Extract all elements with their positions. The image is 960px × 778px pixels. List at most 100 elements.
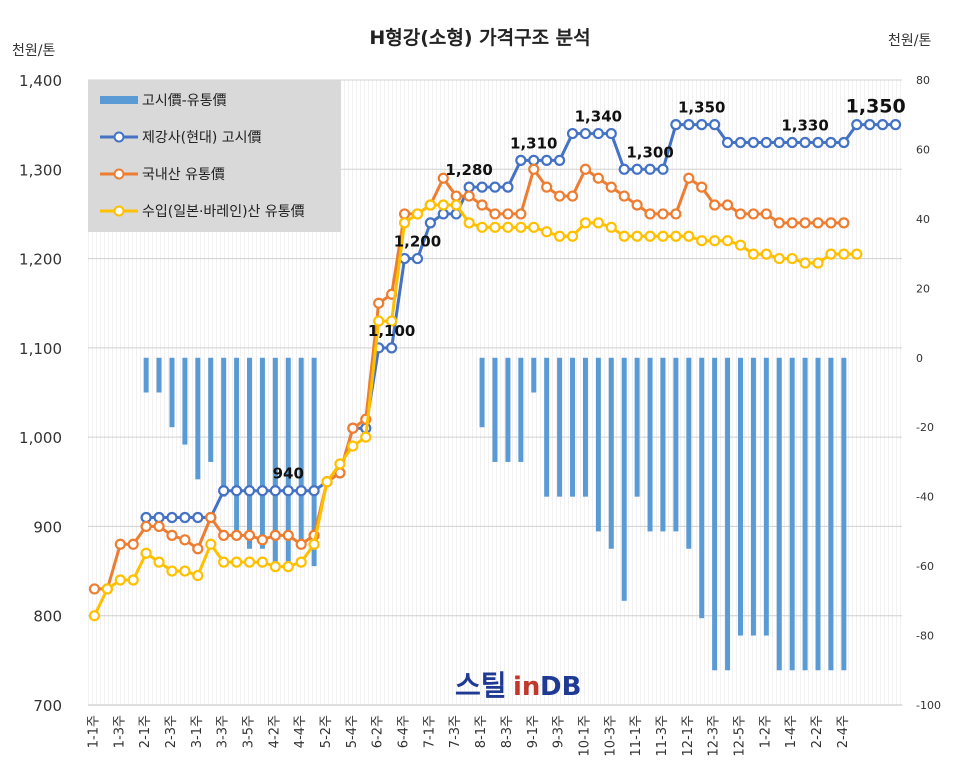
point <box>256 556 269 568</box>
y-right-tick-label: 60 <box>916 143 930 156</box>
x-tick-label: 4-4주 <box>293 715 308 748</box>
x-tick-label: 8-3주 <box>500 715 515 748</box>
point <box>243 485 256 497</box>
x-tick-label: 3-3주 <box>216 715 231 748</box>
point <box>799 136 811 149</box>
bar <box>699 357 705 619</box>
point <box>256 485 269 497</box>
bar <box>841 357 847 671</box>
point <box>799 217 811 229</box>
bar <box>531 357 537 393</box>
point <box>243 556 256 568</box>
legend-label: 국내산 유통價 <box>142 166 225 183</box>
x-tick-label: 9-1주 <box>526 715 541 748</box>
point <box>502 221 514 233</box>
data-label: 1,350 <box>846 96 906 118</box>
x-tick-label: 3-5주 <box>242 715 257 748</box>
y-right-tick-label: 20 <box>916 282 930 295</box>
x-tick-label: 7-3주 <box>448 715 463 748</box>
x-tick-label: 10-3주 <box>603 715 618 757</box>
x-tick-label: 12-1주 <box>681 715 696 757</box>
point <box>851 119 863 131</box>
point <box>670 208 682 220</box>
point <box>476 199 488 211</box>
legend-marker <box>113 205 125 217</box>
chart-title: H형강(소형) 가격구조 분석 <box>369 27 590 49</box>
point <box>825 217 837 229</box>
data-label: 1,280 <box>445 161 492 179</box>
bar <box>143 357 149 393</box>
point <box>218 529 230 541</box>
bar <box>647 357 653 532</box>
x-tick-label: 6-4주 <box>397 715 412 748</box>
x-tick-label: 12-3주 <box>707 715 722 757</box>
point <box>450 199 462 211</box>
bar <box>686 357 692 549</box>
legend-marker <box>113 131 125 143</box>
brand-watermark: 스틸 in DB <box>455 669 581 702</box>
x-tick-label: 5-2주 <box>319 715 334 748</box>
point <box>877 119 889 131</box>
point <box>88 583 101 595</box>
point <box>825 248 837 260</box>
point <box>179 534 191 546</box>
y-right-tick-label: -40 <box>916 491 934 504</box>
point <box>592 127 604 140</box>
y-left-tick-label: 1,000 <box>19 429 62 447</box>
point <box>618 230 630 242</box>
point <box>153 511 165 524</box>
legend-marker <box>113 168 125 180</box>
point <box>424 217 436 229</box>
point <box>760 208 772 220</box>
point <box>838 248 850 260</box>
point <box>114 538 126 550</box>
bar <box>608 357 614 549</box>
point <box>579 217 592 229</box>
point <box>696 181 708 193</box>
y-right-tick-label: 0 <box>916 352 923 365</box>
point <box>644 230 656 242</box>
x-tick-label: 2-1주 <box>138 715 153 748</box>
point <box>282 561 294 573</box>
point <box>114 574 126 586</box>
point <box>618 190 630 202</box>
point <box>592 172 604 184</box>
point <box>734 208 747 220</box>
point <box>192 511 204 524</box>
bar <box>802 357 808 671</box>
series-3 <box>88 199 863 622</box>
bar <box>750 357 756 636</box>
point <box>812 217 824 229</box>
data-label: 1,300 <box>626 143 673 161</box>
point <box>463 190 475 202</box>
bar <box>259 357 265 549</box>
point <box>502 181 514 193</box>
point <box>838 217 850 229</box>
legend-swatch <box>100 96 138 104</box>
bar <box>621 357 627 601</box>
point <box>864 119 876 131</box>
point <box>373 297 385 309</box>
point <box>644 163 656 175</box>
point <box>631 163 643 175</box>
x-tick-label: 5-4주 <box>345 715 360 748</box>
y-right-tick-label: -60 <box>916 560 934 573</box>
point <box>579 127 592 140</box>
point <box>437 208 449 220</box>
point <box>734 239 747 251</box>
x-tick-label: 3-1주 <box>190 715 205 748</box>
point <box>786 252 798 265</box>
point <box>851 248 863 260</box>
bar <box>595 357 601 532</box>
brand-text-a: 스틸 <box>455 669 507 702</box>
point <box>411 252 424 265</box>
data-label: 1,200 <box>394 233 441 251</box>
point <box>450 190 462 202</box>
point <box>127 574 139 586</box>
point <box>709 119 721 131</box>
point <box>347 422 359 434</box>
point <box>502 208 514 220</box>
point <box>786 217 798 229</box>
point <box>295 538 307 550</box>
